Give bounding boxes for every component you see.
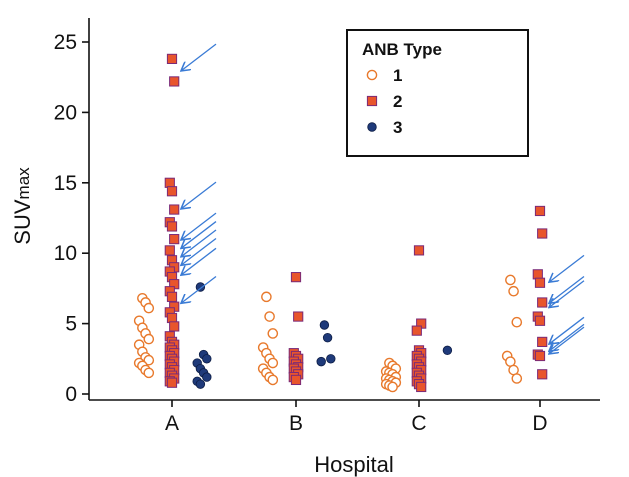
x-ticks: A B C D [165, 400, 548, 435]
data-point-type-2 [534, 350, 546, 362]
y-tick-label: 0 [65, 383, 77, 406]
x-axis-title: Hospital [314, 452, 393, 477]
legend: ANB Type 1 2 3 [346, 29, 529, 157]
data-point-type-2 [166, 53, 178, 64]
axes [88, 18, 600, 401]
data-point-type-3 [195, 282, 206, 292]
data-point-type-1 [143, 333, 155, 345]
annotation-arrows [182, 43, 585, 353]
data-point-type-2 [416, 381, 427, 393]
y-axis-title-main: SUV [10, 199, 35, 245]
data-point-type-3 [316, 356, 326, 367]
annotation-arrow [550, 254, 585, 281]
y-tick-label: 15 [54, 172, 77, 195]
annotation-arrow [182, 247, 217, 274]
data-point-type-2 [164, 245, 175, 256]
annotation-arrow [182, 275, 217, 302]
data-point-type-1 [261, 291, 272, 303]
data-point-type-2 [411, 325, 422, 336]
data-point-type-2 [169, 204, 180, 215]
annotation-arrow [182, 237, 217, 264]
data-point-type-2 [166, 186, 178, 197]
annotation-arrow [182, 212, 217, 239]
data-points [133, 53, 548, 393]
data-point-type-3 [202, 372, 212, 382]
annotation-arrow [550, 316, 585, 343]
y-tick-label: 5 [65, 313, 77, 336]
legend-entries: 1 2 3 [366, 66, 402, 137]
annotation-arrow [182, 43, 217, 70]
legend-label-2: 2 [393, 92, 402, 111]
data-point-type-2 [534, 205, 546, 217]
data-point-type-2 [290, 374, 302, 386]
data-point-type-3 [322, 332, 333, 343]
data-point-type-1 [505, 274, 516, 286]
data-point-type-2 [532, 269, 543, 280]
data-point-type-2 [166, 221, 178, 232]
legend-title: ANB Type [362, 40, 442, 59]
annotation-arrow [182, 229, 217, 256]
data-point-type-1 [267, 374, 279, 386]
annotation-arrow [550, 275, 585, 302]
data-point-type-2 [166, 377, 178, 388]
x-tick-label: C [411, 412, 426, 435]
legend-label-3: 3 [393, 118, 402, 137]
data-point-type-3 [195, 379, 206, 389]
data-point-type-3 [202, 354, 212, 364]
data-point-type-2 [413, 245, 425, 256]
x-tick-label: D [532, 412, 547, 435]
data-point-type-2 [537, 228, 548, 239]
y-axis-title-sub: max [14, 167, 33, 200]
data-point-type-2 [537, 297, 548, 308]
data-point-type-1 [508, 285, 519, 297]
data-point-type-2 [166, 291, 178, 302]
data-point-type-2 [169, 234, 180, 245]
data-point-type-3 [442, 345, 453, 356]
data-point-type-2 [164, 177, 175, 188]
annotation-arrow [550, 280, 585, 307]
annotation-arrow [182, 221, 217, 248]
y-tick-label: 25 [54, 31, 77, 54]
data-point-type-2 [169, 321, 180, 332]
x-tick-label: B [289, 412, 303, 435]
data-point-type-2 [290, 272, 302, 283]
x-tick-label: A [165, 412, 179, 435]
y-axis-title: SUVmax [10, 167, 35, 245]
annotation-arrow [550, 323, 585, 350]
data-point-type-2 [166, 312, 178, 324]
y-ticks: 0 5 10 15 20 25 [54, 31, 89, 406]
data-point-type-2 [537, 369, 548, 380]
annotation-arrow [550, 326, 585, 353]
data-point-type-1 [387, 381, 398, 393]
legend-marker-2 [366, 95, 378, 107]
data-point-type-2 [534, 315, 546, 326]
data-point-type-2 [293, 311, 304, 322]
data-point-type-1 [511, 373, 523, 384]
legend-marker-1 [366, 69, 378, 81]
data-point-type-1 [267, 328, 279, 339]
legend-box [346, 29, 529, 157]
data-point-type-2 [169, 76, 180, 87]
data-point-type-1 [264, 311, 275, 322]
y-tick-label: 10 [54, 242, 77, 265]
data-point-type-2 [534, 277, 546, 288]
y-tick-label: 20 [54, 101, 77, 124]
legend-marker-3 [367, 122, 377, 132]
data-point-type-1 [511, 316, 523, 328]
data-point-type-2 [537, 336, 548, 348]
data-point-type-1 [267, 357, 279, 369]
data-point-type-1 [143, 367, 155, 379]
data-point-type-1 [143, 302, 155, 314]
data-point-type-3 [326, 354, 336, 364]
data-point-type-3 [319, 320, 330, 330]
legend-label-1: 1 [393, 66, 402, 85]
annotation-arrow [182, 181, 217, 208]
